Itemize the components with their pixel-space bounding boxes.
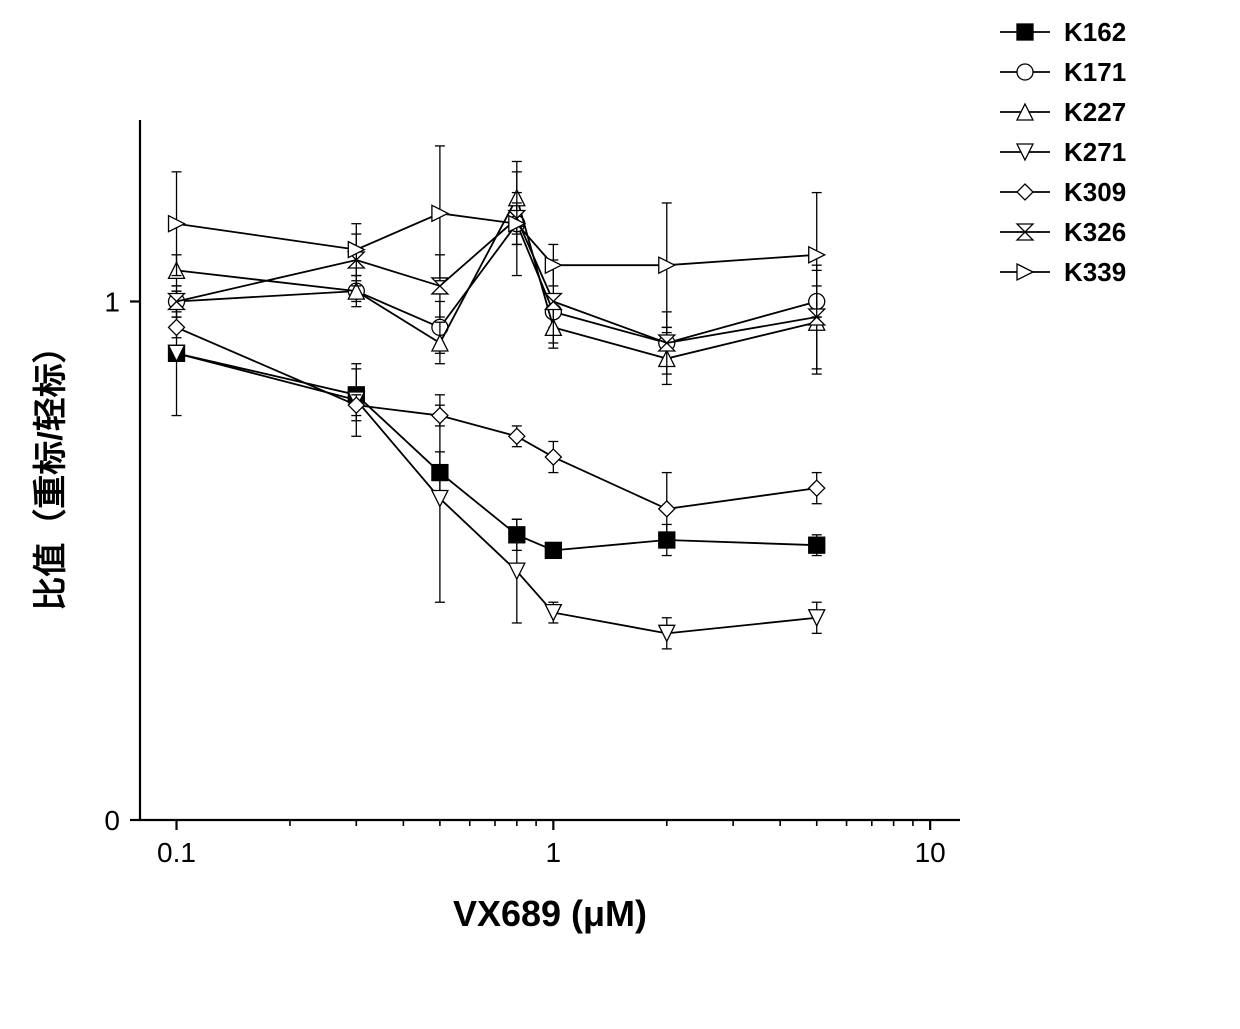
legend-marker-K171 bbox=[1017, 64, 1033, 80]
marker-K162 bbox=[809, 537, 825, 553]
x-tick-label: 10 bbox=[915, 837, 946, 868]
legend-label: K326 bbox=[1064, 217, 1126, 247]
legend-marker-K162 bbox=[1017, 24, 1033, 40]
marker-K162 bbox=[545, 542, 561, 558]
legend-label: K227 bbox=[1064, 97, 1126, 127]
legend-label: K162 bbox=[1064, 17, 1126, 47]
chart-svg: 0.1 1 10 VX689 (μM) 0 1 比值（重标/轻标） K162 K171 K227 K… bbox=[0, 0, 1240, 1029]
x-tick-label: 1 bbox=[546, 837, 562, 868]
y-tick-label: 1 bbox=[104, 286, 120, 317]
chart-bg bbox=[0, 0, 1240, 1029]
y-tick-label: 0 bbox=[104, 805, 120, 836]
figure-root: 0.1 1 10 VX689 (μM) 0 1 比值（重标/轻标） K162 K171 K227 K… bbox=[0, 0, 1240, 1029]
legend-label: K271 bbox=[1064, 137, 1126, 167]
legend-label: K309 bbox=[1064, 177, 1126, 207]
legend-label: K171 bbox=[1064, 57, 1126, 87]
y-axis-label: 比值（重标/轻标） bbox=[31, 329, 70, 610]
x-tick-label: 0.1 bbox=[157, 837, 196, 868]
legend-label: K339 bbox=[1064, 257, 1126, 287]
x-axis-label: VX689 (μM) bbox=[453, 893, 647, 934]
